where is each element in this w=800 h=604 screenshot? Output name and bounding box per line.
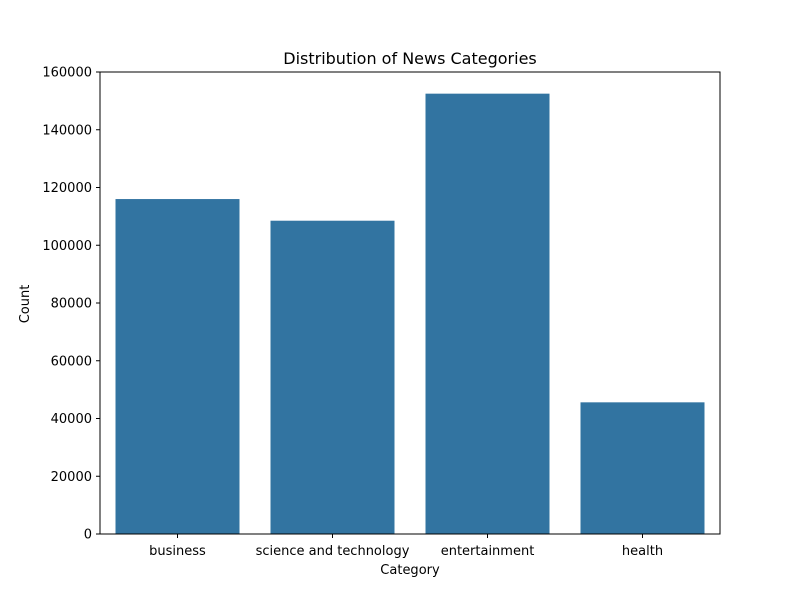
bar-science-and-technology [270,220,395,534]
y-tick-label: 0 [84,528,92,543]
y-tick-label: 20000 [51,470,92,485]
x-axis-label: Category [380,563,440,578]
y-tick-label: 120000 [42,181,92,196]
chart-title: Distribution of News Categories [283,49,537,68]
bar-entertainment [425,93,550,534]
y-tick-label: 140000 [42,123,92,138]
x-tick-label: entertainment [441,544,535,559]
plot-frame [99,71,721,535]
bar-health [580,402,705,534]
y-tick-label: 100000 [42,239,92,254]
y-tick-label: 160000 [42,66,92,81]
y-tick-label: 40000 [51,412,92,427]
x-tick-label: health [622,544,663,559]
y-axis-label: Count [18,285,33,324]
plot-area: business science and technology entertainm… [42,66,721,559]
y-tick-label: 60000 [51,354,92,369]
bar-business [115,199,240,535]
y-tick-label: 80000 [51,297,92,312]
x-tick-label: science and technology [256,544,410,559]
x-tick-label: business [149,544,206,559]
